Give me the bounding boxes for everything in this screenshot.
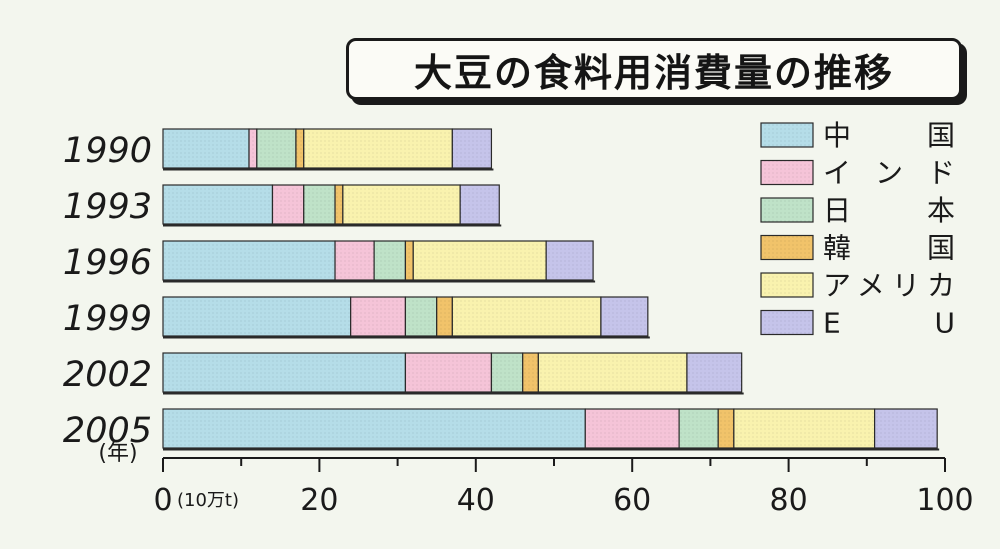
bar-texture: [163, 129, 250, 168]
bar-texture: [452, 297, 601, 336]
bar-texture: [874, 409, 938, 448]
bar-texture: [272, 185, 304, 224]
bar-texture: [335, 241, 375, 280]
legend-label-korea: 韓 国: [823, 232, 955, 265]
chart-title-box: 大豆の食料用消費量の推移: [346, 38, 962, 100]
legend-swatch-texture: [761, 235, 813, 260]
x-tick-label: 20: [300, 483, 338, 518]
x-tick-label: 0: [153, 483, 172, 518]
bar-texture: [295, 129, 304, 168]
legend-label-eu: E U: [823, 307, 955, 340]
bar-texture: [538, 353, 687, 392]
bar-texture: [405, 353, 492, 392]
bar-texture: [460, 185, 500, 224]
y-tick-label: 1999: [63, 299, 152, 339]
bar-texture: [249, 129, 257, 168]
chart-title: 大豆の食料用消費量の推移: [413, 50, 894, 95]
y-axis-labels: 1990 1993 1996 1999 2002 2005(年): [63, 131, 152, 466]
y-axis-unit-label: (年): [98, 441, 137, 466]
bar-texture: [413, 241, 547, 280]
bar-texture: [303, 185, 336, 224]
legend-swatch-texture: [761, 310, 813, 335]
bar-texture: [686, 353, 742, 392]
bar-texture: [585, 409, 680, 448]
bar-texture: [546, 241, 594, 280]
bar-texture: [491, 353, 523, 392]
bar-texture: [163, 241, 336, 280]
legend-label-china: 中 国: [823, 119, 955, 152]
legend-swatch-texture: [761, 273, 813, 297]
legend-swatch-texture: [761, 198, 813, 222]
bar-texture: [600, 297, 648, 336]
x-axis: 0 20 40 60 80 100 (10万t): [153, 457, 974, 518]
legend-label-usa: アメリカ: [823, 269, 955, 302]
y-tick-label: 2002: [63, 355, 152, 395]
bar-texture: [303, 129, 453, 168]
bar-texture: [335, 185, 343, 224]
legend-swatch-texture: [761, 123, 813, 147]
bar-texture: [405, 241, 414, 280]
y-tick-label: 1993: [63, 187, 152, 227]
bar-texture: [350, 297, 406, 336]
bar-texture: [163, 353, 406, 392]
x-tick-label: 40: [457, 483, 495, 518]
x-tick-label: 100: [916, 483, 973, 518]
bar-texture: [163, 297, 351, 336]
bar-group: [162, 128, 940, 451]
x-tick-label: 80: [770, 483, 808, 518]
bar-texture: [163, 185, 273, 224]
bar-texture: [733, 409, 875, 448]
bar-texture: [163, 409, 586, 448]
bar-texture: [256, 129, 296, 168]
legend-label-japan: 日 本: [823, 194, 955, 227]
y-tick-label: 1996: [63, 243, 152, 283]
y-tick-label: 2005: [63, 411, 152, 451]
bar-texture: [718, 409, 734, 448]
legend-swatch-texture: [761, 160, 813, 185]
x-tick-label: 60: [613, 483, 651, 518]
bar-texture: [452, 129, 492, 168]
bar-texture: [342, 185, 461, 224]
x-axis-unit-label: (10万t): [177, 490, 239, 511]
legend-label-india: イ ン ド: [823, 157, 955, 190]
bar-texture: [436, 297, 453, 336]
y-tick-label: 1990: [63, 131, 152, 171]
bar-texture: [405, 297, 437, 336]
bar-texture: [679, 409, 719, 448]
bar-texture: [374, 241, 406, 280]
bar-texture: [522, 353, 539, 392]
